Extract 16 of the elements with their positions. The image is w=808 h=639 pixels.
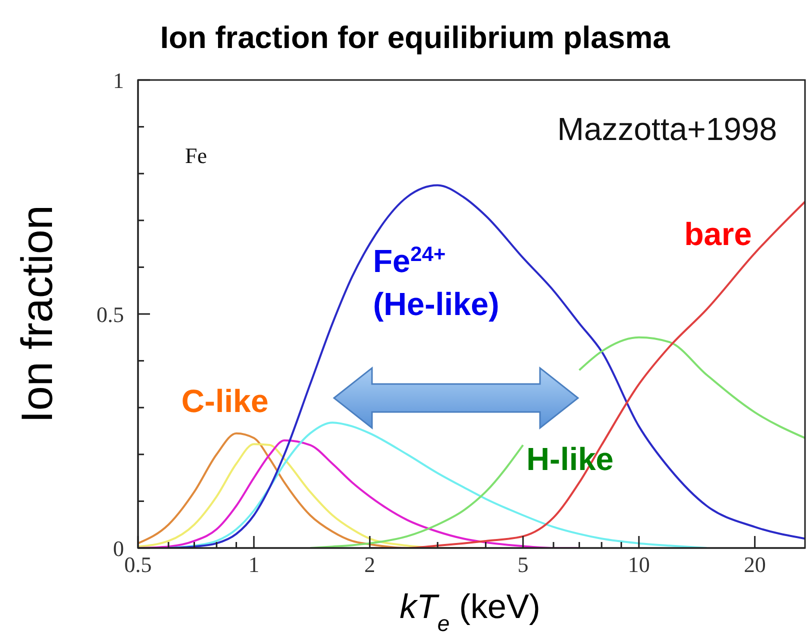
y-tick-label: 1 [113,68,124,93]
x-axis-title: kT$_{e}$ (keV) [400,588,540,636]
annotation: Fe [185,143,207,168]
series-label: C-like [181,383,269,419]
x-tick-label: 2 [364,552,376,577]
y-tick-label: 0.5 [96,302,124,327]
chart-title: Ion fraction for equilibrium plasma [160,20,671,55]
x-tick-label: 10 [628,552,650,577]
series-label: bare [684,216,752,252]
x-tick-label: 20 [744,552,766,577]
y-tick-label: 0 [113,536,124,561]
x-tick-label: 1 [248,552,260,577]
y-axis-title: Ion fraction [13,205,62,423]
x-tick-label: 5 [518,552,529,577]
annotation: Mazzotta+1998 [557,111,777,147]
series-label: Fe$^{24+}$ (He-like) [373,242,500,322]
